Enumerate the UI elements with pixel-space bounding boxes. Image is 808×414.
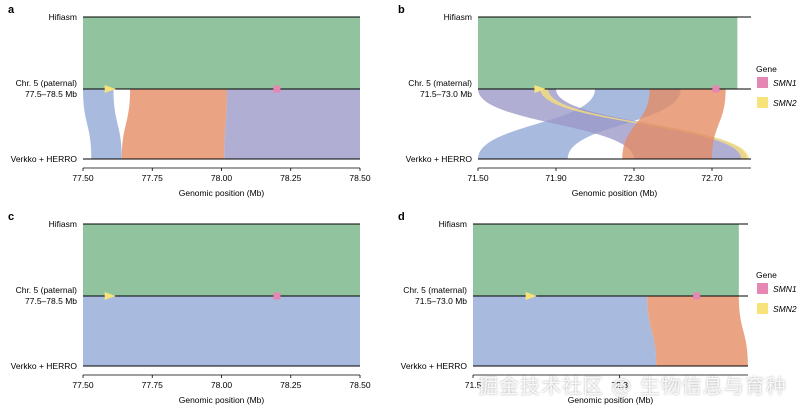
bottom-track-label: Verkko + HERRO [11,361,78,371]
legend: Gene SMN1 SMN2 [756,270,797,314]
legend-swatch [757,283,768,294]
mid-label-line1: Chr. 5 (paternal) [16,78,78,88]
panel-a: Hifiasm Chr. 5 (paternal)77.5–78.5 Mb Verk… [8,4,371,198]
legend-swatch [757,77,768,88]
smn2-marker [534,85,546,93]
mid-label-line2: 71.5–73.0 Mb [415,296,467,306]
x-axis-title: Genomic position (Mb) [572,188,658,198]
x-tick-label: 71.5 [465,380,482,390]
legend-swatch [757,97,768,108]
x-tick-label: 72.30 [623,173,645,183]
x-tick-label: 78.25 [280,173,302,183]
mid-label-line2: 77.5–78.5 Mb [25,296,77,306]
smn2-marker [104,292,116,300]
x-tick-label: 78.00 [211,173,233,183]
hifiasm-track [83,17,360,89]
hifiasm-track [473,224,739,296]
legend-item-label: SMN2 [773,98,797,108]
alignment-ribbon-orange [121,89,228,159]
x-tick-label: 71.50 [467,173,489,183]
bottom-track-label: Verkko + HERRO [406,154,473,164]
panel-d: Hifiasm Chr. 5 (maternal)71.5–73.0 Mb Verk… [398,211,748,405]
alignment-ribbon-blue [83,89,122,159]
bottom-track-label: Verkko + HERRO [11,154,78,164]
hifiasm-track [478,17,738,89]
alignment-ribbon-purple [224,89,360,159]
panel-letter: b [398,4,405,16]
x-tick-label: 72.3 [611,380,628,390]
smn1-marker [693,292,701,300]
smn1-marker [712,85,720,93]
x-axis-title: Genomic position (Mb) [568,395,654,405]
smn2-marker [525,292,537,300]
legend-item-label: SMN1 [773,284,797,294]
top-track-label: Hifiasm [444,12,472,22]
hifiasm-track [83,224,360,296]
x-tick-label: 71.90 [545,173,567,183]
x-axis-title: Genomic position (Mb) [179,188,265,198]
smn1-marker [273,85,281,93]
x-tick-label: 77.75 [142,173,164,183]
legend-item-label: SMN1 [773,78,797,88]
mid-label-line1: Chr. 5 (maternal) [403,285,467,295]
legend-title: Gene [756,64,777,74]
alignment-ribbon-orange [647,296,748,366]
top-track-label: Hifiasm [439,219,467,229]
panel-letter: a [8,4,15,16]
alignment-ribbon-blue [83,296,360,366]
x-tick-label: 77.75 [142,380,164,390]
x-tick-label: 78.25 [280,380,302,390]
panel-letter: d [398,211,405,223]
panel-c: Hifiasm Chr. 5 (paternal)77.5–78.5 Mb Verk… [8,211,371,405]
bottom-track-label: Verkko + HERRO [401,361,468,371]
watermark: 掘金技术社区 @ 生物信息与育种 [478,374,787,398]
panel-b: Hifiasm Chr. 5 (maternal)71.5–73.0 Mb Verk… [398,4,751,198]
top-track-label: Hifiasm [49,219,77,229]
x-tick-label: 78.50 [349,380,371,390]
panel-letter: c [8,211,14,223]
x-tick-label: 78.00 [211,380,233,390]
mid-label-line2: 71.5–73.0 Mb [420,89,472,99]
alignment-ribbon-orange [622,89,726,159]
legend-item-label: SMN2 [773,304,797,314]
mid-label-line1: Chr. 5 (paternal) [16,285,78,295]
x-tick-label: 72.70 [701,173,723,183]
legend-title: Gene [756,270,777,280]
top-track-label: Hifiasm [49,12,77,22]
x-tick-label: 78.50 [349,173,371,183]
smn1-marker [273,292,281,300]
x-tick-label: 77.50 [72,380,94,390]
mid-label-line1: Chr. 5 (maternal) [408,78,472,88]
x-axis-title: Genomic position (Mb) [179,395,265,405]
alignment-ribbon-blue [473,296,657,366]
x-tick-label: 77.50 [72,173,94,183]
mid-label-line2: 77.5–78.5 Mb [25,89,77,99]
legend-swatch [757,303,768,314]
smn2-marker [104,85,116,93]
legend: Gene SMN1 SMN2 [756,64,797,108]
